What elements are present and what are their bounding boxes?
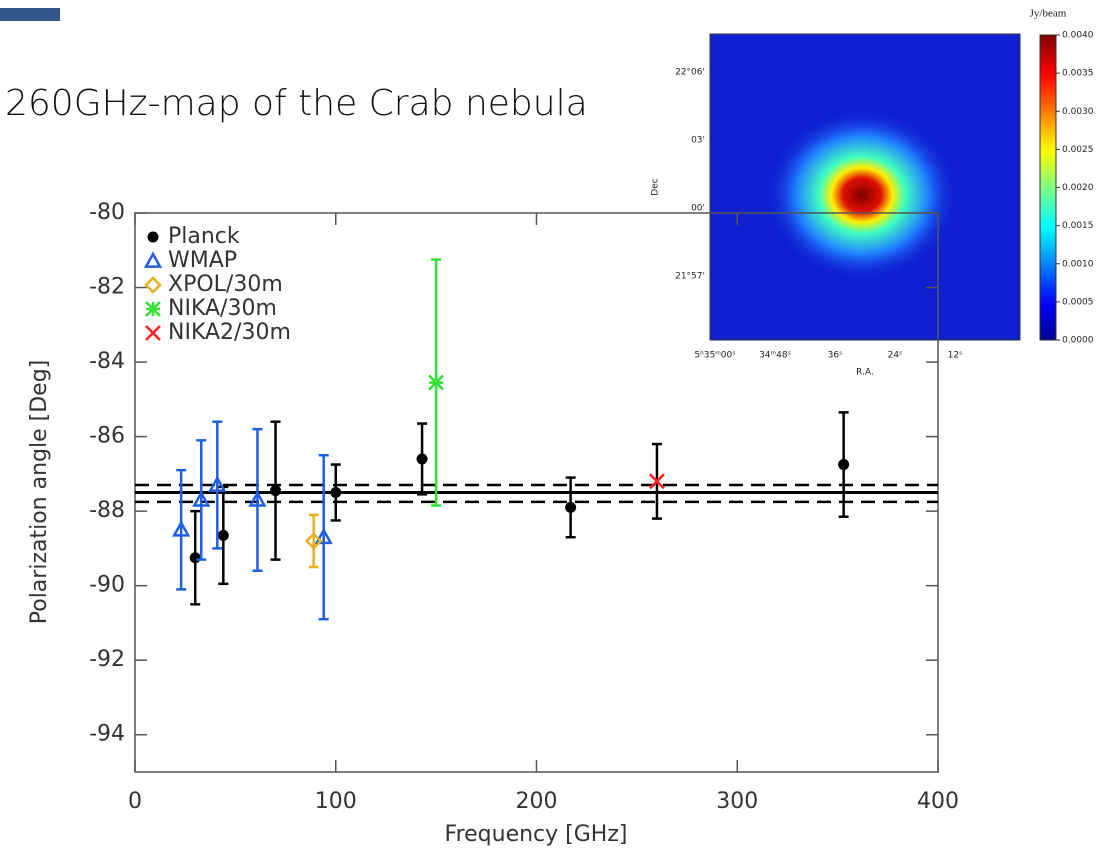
marker (330, 487, 341, 498)
slide: 260GHz-map of the Crab nebula Jy/beam De… (0, 0, 1115, 856)
legend-label: Planck (168, 224, 240, 249)
colorbar-tick-label: 0.0035 (1062, 69, 1094, 79)
marker (190, 552, 201, 563)
map-y-tick-label: 00' (691, 204, 705, 214)
marker (429, 376, 443, 390)
colorbar (1040, 35, 1056, 340)
x-axis-label: Frequency [GHz] (445, 822, 628, 847)
y-tick-label: -88 (89, 498, 125, 523)
y-tick-label: -82 (89, 275, 125, 300)
marker (417, 453, 428, 464)
colorbar-tick-label: 0.0030 (1062, 107, 1094, 117)
y-tick-label: -86 (89, 424, 125, 449)
legend-marker (146, 302, 160, 316)
colorbar-tick-label: 0.0025 (1062, 145, 1094, 155)
map-x-tick-label: 12ˢ (948, 351, 963, 361)
x-tick-label: 400 (917, 789, 959, 814)
map-x-tick-label: 24ˢ (888, 351, 903, 361)
legend-marker (146, 254, 160, 267)
y-tick-label: -84 (89, 349, 125, 374)
colorbar-tick-label: 0.0020 (1062, 183, 1094, 193)
legend-marker (146, 278, 160, 292)
colorbar-tick-label: 0.0040 (1062, 31, 1094, 41)
map-y-label: Dec (651, 178, 661, 195)
legend-label: NIKA/30m (168, 296, 277, 321)
colorbar-tick-label: 0.0000 (1062, 336, 1094, 346)
legend-label: WMAP (168, 248, 237, 273)
marker (565, 502, 576, 513)
legend-label: XPOL/30m (168, 272, 283, 297)
y-tick-label: -94 (89, 722, 125, 747)
legend-marker (146, 326, 160, 340)
map-y-tick-label: 21°57' (675, 272, 705, 282)
accent-bar (0, 8, 60, 21)
marker (218, 530, 229, 541)
map-x-tick-label: 5ʰ35ᵐ00ˢ (694, 351, 735, 361)
map-y-tick-label: 22°06' (675, 68, 705, 78)
inset-map: Jy/beam Dec R.A. (651, 8, 1067, 378)
y-axis-label: Polarization angle [Deg] (27, 360, 52, 625)
map-y-tick-label: 03' (691, 136, 705, 146)
colorbar-tick-label: 0.0005 (1062, 297, 1094, 307)
x-tick-label: 0 (128, 789, 142, 814)
map-x-label: R.A. (856, 368, 874, 378)
x-tick-label: 100 (315, 789, 357, 814)
y-tick-label: -90 (89, 573, 125, 598)
marker (270, 485, 281, 496)
nebula (767, 110, 957, 280)
marker (838, 459, 849, 470)
map-x-tick-label: 36ˢ (828, 351, 843, 361)
y-tick-label: -80 (89, 200, 125, 225)
map-x-tick-label: 34ᵐ48ˢ (759, 351, 791, 361)
colorbar-tick-label: 0.0015 (1062, 221, 1094, 231)
colorbar-label: Jy/beam (1030, 8, 1067, 20)
legend-marker (148, 232, 159, 243)
x-tick-label: 200 (516, 789, 558, 814)
colorbar-tick-label: 0.0010 (1062, 259, 1094, 269)
slide-title: 260GHz-map of the Crab nebula (5, 83, 588, 124)
x-tick-label: 300 (716, 789, 758, 814)
legend-label: NIKA2/30m (168, 320, 291, 345)
y-tick-label: -92 (89, 647, 125, 672)
